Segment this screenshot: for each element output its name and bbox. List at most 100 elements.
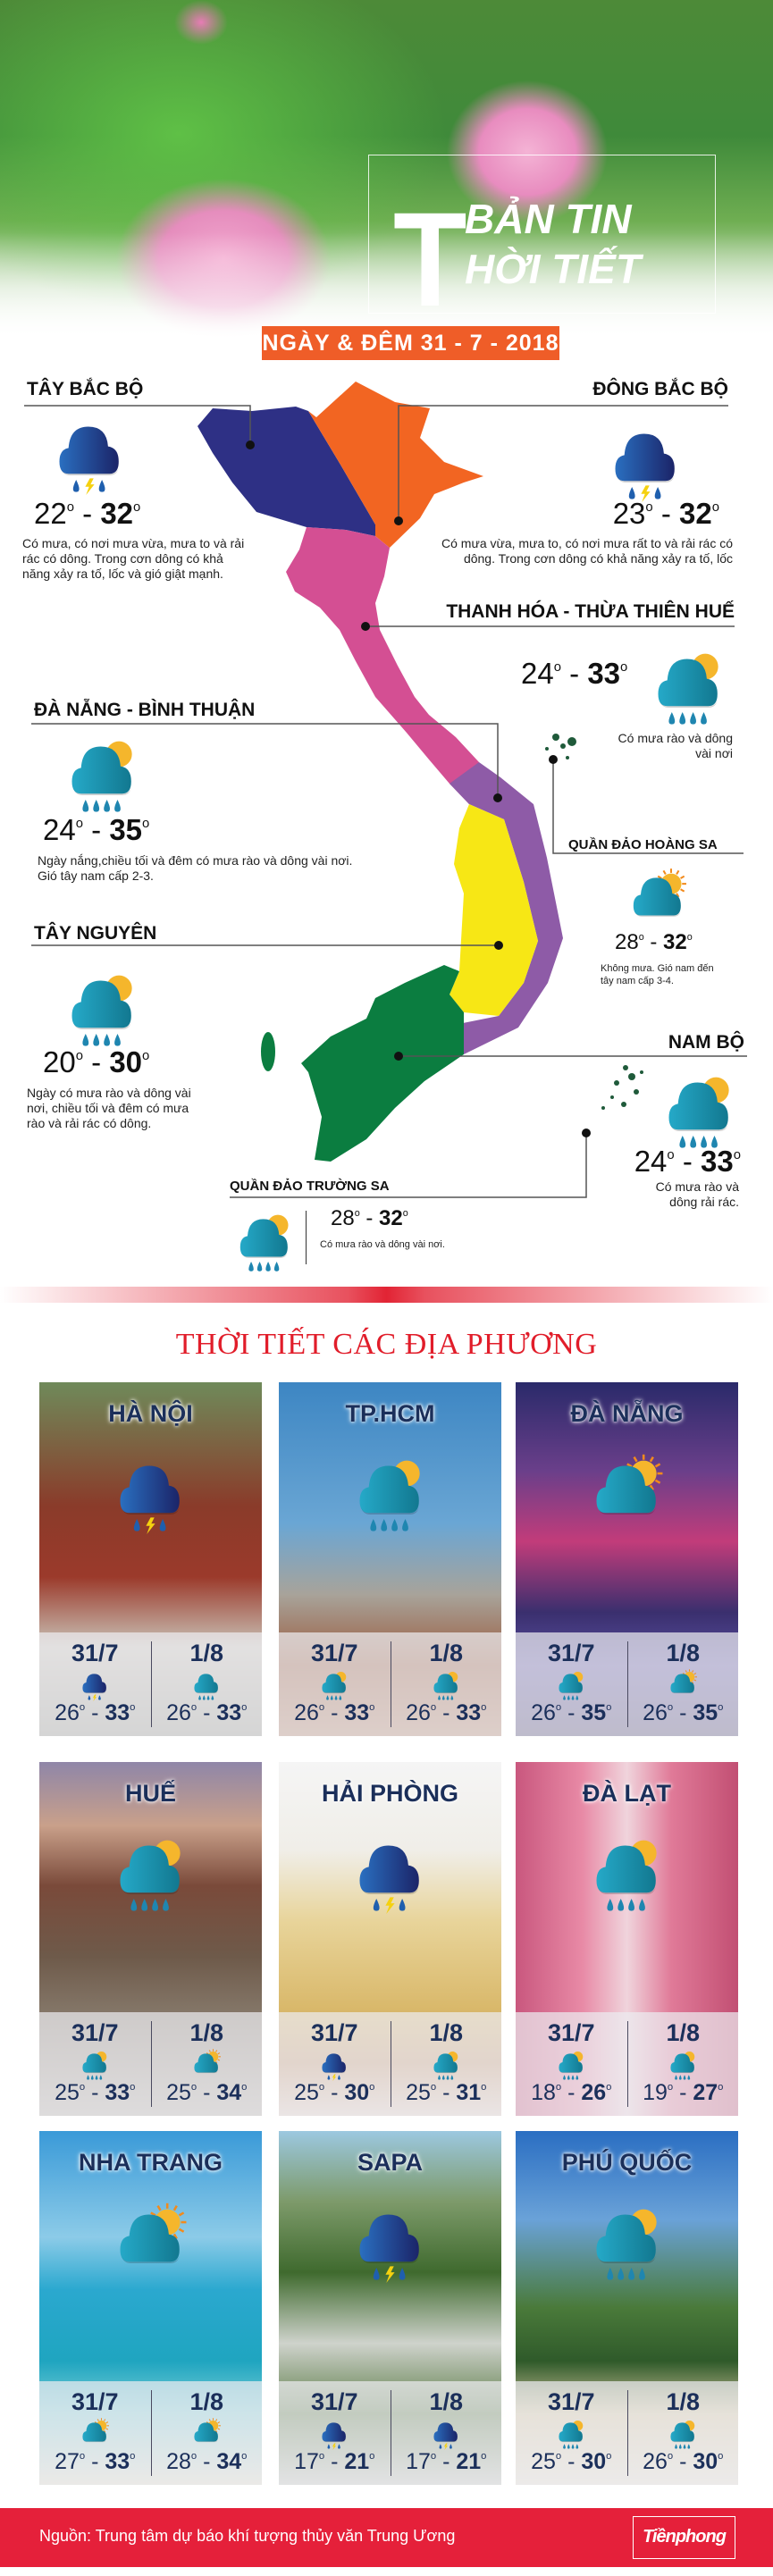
cloud-icon xyxy=(559,1674,584,1693)
forecast-date: 1/8 xyxy=(189,1640,224,1666)
rain-drop-icon xyxy=(618,1899,625,1911)
cloud-shadow xyxy=(122,2255,180,2263)
title-big-letter: T xyxy=(393,184,467,334)
forecast-panel: 31/7 25 30 1/8 25 31 xyxy=(279,2012,501,2116)
forecast-temp: 1721 xyxy=(391,2449,502,2474)
temp-high: 32 xyxy=(379,1206,408,1230)
rain-drop-icon xyxy=(327,2444,331,2449)
cloud-shadow xyxy=(598,1886,656,1894)
forecast-temp: 25 30 xyxy=(279,2080,391,2105)
dot-nam-bo xyxy=(394,1052,403,1061)
temp-high: 21 xyxy=(344,2449,374,2474)
region-label-tay-nguyen: TÂY NGUYÊN xyxy=(34,923,157,944)
temp-low: 25 xyxy=(531,2449,561,2474)
cloud-icon xyxy=(82,1674,107,1693)
rain-drop-icon xyxy=(567,1695,570,1700)
temp-low: 18 xyxy=(531,2080,561,2105)
temp-high: 35 xyxy=(693,1700,723,1725)
rain-drop-icon xyxy=(446,1695,450,1700)
weather-icon-small xyxy=(322,2053,347,2082)
weather-icon-small xyxy=(194,2418,222,2443)
weather-icon xyxy=(596,2209,657,2280)
rain-drop-icon xyxy=(711,1136,718,1148)
rain-drop-icon xyxy=(687,2075,691,2080)
temp-high: 33 xyxy=(701,1145,741,1178)
cloud-shadow xyxy=(195,1690,219,1694)
weather-icon xyxy=(658,653,718,725)
city-card: HUẾ 31/7 25 33 1/8 25 34 xyxy=(39,1762,262,2116)
lightning-icon xyxy=(93,1694,97,1702)
rain-drop-icon xyxy=(442,1695,445,1700)
rain-drop-icon xyxy=(683,2444,686,2449)
weather-icon xyxy=(633,868,686,917)
city-card: HÀ NỘI 31/7 26 33 1/8 26 33 xyxy=(39,1382,262,1736)
weather-icon-small xyxy=(433,1672,458,1700)
forecast-date: 31/7 xyxy=(547,1640,595,1666)
desc-tay-bac: Có mưa, có nơi mưa vừa, mưa to và rải rá… xyxy=(22,536,245,581)
cloud-shadow xyxy=(361,1506,419,1515)
cloud-icon xyxy=(433,2422,458,2442)
forecast-day: 31/7 25 30 xyxy=(279,2012,391,2116)
cloud-shadow xyxy=(598,1506,656,1515)
rain-drop-icon xyxy=(98,480,105,492)
forecast-panel: 31/7 26 33 1/8 26 33 xyxy=(279,1632,501,1736)
forecast-date: 1/8 xyxy=(429,2019,464,2046)
cloud-icon xyxy=(120,1465,180,1514)
temp-low: 24 xyxy=(634,1145,675,1178)
title-line-1: BẢN TIN xyxy=(465,196,632,242)
forecast-day: 31/7 26 33 xyxy=(279,1632,391,1736)
rain-drop-icon xyxy=(675,2444,678,2449)
weather-icon xyxy=(120,1840,181,1911)
temp-high: 33 xyxy=(105,2449,135,2474)
weather-icon-small xyxy=(194,1674,219,1700)
forecast-panel: 31/7 26 33 1/8 26 33 xyxy=(39,1632,262,1736)
forecast-day: 1/8 1927 xyxy=(626,2021,739,2107)
forecast-date: 1/8 xyxy=(429,2388,464,2415)
city-name: NHA TRANG xyxy=(79,2149,223,2176)
cloud-icon xyxy=(670,1674,695,1693)
rain-drop-icon xyxy=(87,2075,90,2080)
rain-drop-icon xyxy=(370,1519,377,1531)
temp-high: 35 xyxy=(109,813,149,846)
map-region-nam-bo xyxy=(301,965,464,1162)
forecast-temp: 27 33 xyxy=(39,2449,151,2474)
weather-icon-small xyxy=(433,2052,458,2080)
map-leader-lines xyxy=(24,405,747,1198)
temp-high: 33 xyxy=(105,1700,135,1725)
forecast-date: 31/7 xyxy=(547,2019,595,2046)
leader-tay-bac xyxy=(24,405,251,445)
divider xyxy=(306,1211,307,1264)
dot-dong-bac xyxy=(394,516,403,525)
lightning-icon xyxy=(146,1517,155,1535)
weather-icon-small xyxy=(670,2421,695,2449)
cloud-shadow xyxy=(660,700,718,708)
forecast-panel: 31/7 1826 1/8 1927 xyxy=(516,2012,738,2116)
temp-thanh-hoa: 24 33 xyxy=(521,657,627,690)
weather-icon xyxy=(359,2214,419,2284)
rain-drop-icon xyxy=(618,2268,625,2280)
cloud-shadow xyxy=(241,1252,288,1258)
forecast-date: 1/8 xyxy=(666,1640,701,1666)
forecast-temp: 25 34 xyxy=(152,2080,263,2105)
temp-low: 24 xyxy=(521,657,561,690)
temp-high: 30 xyxy=(344,2080,374,2105)
temp-high: 32 xyxy=(100,497,140,530)
temp-nam-bo: 24 33 xyxy=(634,1145,741,1178)
rain-drop-icon xyxy=(72,480,80,492)
cloud-icon xyxy=(615,433,675,482)
region-label-tay-bac: TÂY BẮC BỘ xyxy=(27,379,144,399)
temp-high: 30 xyxy=(581,2449,611,2474)
forecast-temp: 26 35 xyxy=(516,1700,627,1725)
weather-icon xyxy=(596,1840,657,1911)
forecast-temp: 1927 xyxy=(628,2080,739,2105)
cloud-shadow xyxy=(617,474,675,482)
rain-drop-icon xyxy=(273,1261,280,1271)
rain-drop-icon xyxy=(104,1034,110,1046)
region-label-da-nang: ĐÀ NẴNG - BÌNH THUẬN xyxy=(34,700,256,720)
map-phu-quoc-island xyxy=(261,1032,275,1071)
rain-drop-icon xyxy=(373,2268,380,2280)
rain-drop-icon xyxy=(690,712,696,725)
city-card: PHÚ QUỐC 31/7 25 30 1/8 26 30 xyxy=(516,2131,738,2485)
leader-dong-bac xyxy=(398,405,728,521)
rain-drop-icon xyxy=(439,2444,442,2449)
